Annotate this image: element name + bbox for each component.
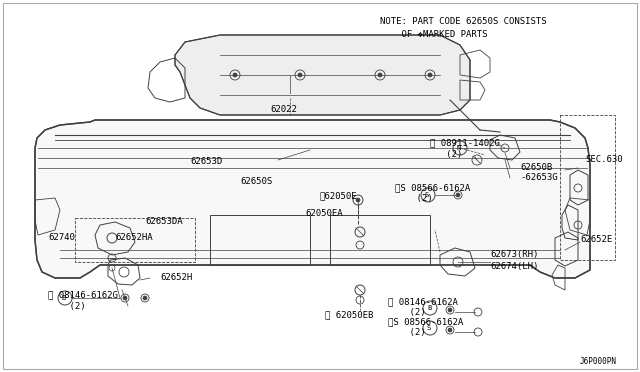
Text: 62650B: 62650B (520, 163, 552, 171)
Text: (2): (2) (388, 328, 426, 337)
Text: 62653D: 62653D (190, 157, 222, 167)
Circle shape (448, 308, 452, 312)
Circle shape (298, 73, 302, 77)
Text: 62653DA: 62653DA (145, 218, 182, 227)
Text: (2): (2) (388, 308, 426, 317)
Circle shape (123, 296, 127, 300)
Text: ⁂S 08566-6162A: ⁂S 08566-6162A (388, 317, 463, 327)
Text: 62650S: 62650S (240, 177, 272, 186)
Text: ⁂S 08566-6162A: ⁂S 08566-6162A (395, 183, 470, 192)
Text: -62653G: -62653G (520, 173, 557, 183)
Text: SEC.630: SEC.630 (585, 155, 623, 164)
Text: (2): (2) (395, 195, 433, 203)
Text: 62673(RH): 62673(RH) (490, 250, 538, 260)
Text: (2): (2) (48, 301, 86, 311)
Text: NOTE: PART CODE 62650S CONSISTS: NOTE: PART CODE 62650S CONSISTS (380, 17, 547, 26)
Text: S: S (427, 325, 431, 331)
Text: B: B (427, 305, 431, 311)
Circle shape (456, 193, 460, 197)
Text: N: N (457, 145, 461, 151)
Text: 62050EA: 62050EA (305, 208, 342, 218)
Circle shape (378, 73, 382, 77)
Circle shape (143, 296, 147, 300)
Text: B: B (62, 295, 66, 301)
Text: 62652E: 62652E (580, 235, 612, 244)
Text: 62652H: 62652H (160, 273, 192, 282)
Text: 62674(LH): 62674(LH) (490, 263, 538, 272)
Text: Ⓑ 08146-6162A: Ⓑ 08146-6162A (388, 298, 458, 307)
Text: S: S (425, 192, 429, 198)
Text: Ⓑ 08146-6162G: Ⓑ 08146-6162G (48, 291, 118, 299)
Circle shape (428, 73, 432, 77)
Text: 62652HA: 62652HA (115, 234, 152, 243)
Polygon shape (175, 35, 470, 115)
Circle shape (356, 198, 360, 202)
Text: 62740: 62740 (48, 234, 75, 243)
Text: OF ❖MARKED PARTS: OF ❖MARKED PARTS (380, 29, 488, 38)
Text: ⓝ 08911-1402G: ⓝ 08911-1402G (430, 138, 500, 148)
Text: J6P000PN: J6P000PN (580, 357, 617, 366)
Text: (2): (2) (430, 150, 462, 158)
Circle shape (233, 73, 237, 77)
Polygon shape (35, 120, 590, 278)
Text: ⁂62050E: ⁂62050E (320, 192, 358, 201)
Text: ⁂ 62050EB: ⁂ 62050EB (325, 311, 373, 320)
Circle shape (448, 328, 452, 332)
Text: 62022: 62022 (270, 106, 297, 115)
